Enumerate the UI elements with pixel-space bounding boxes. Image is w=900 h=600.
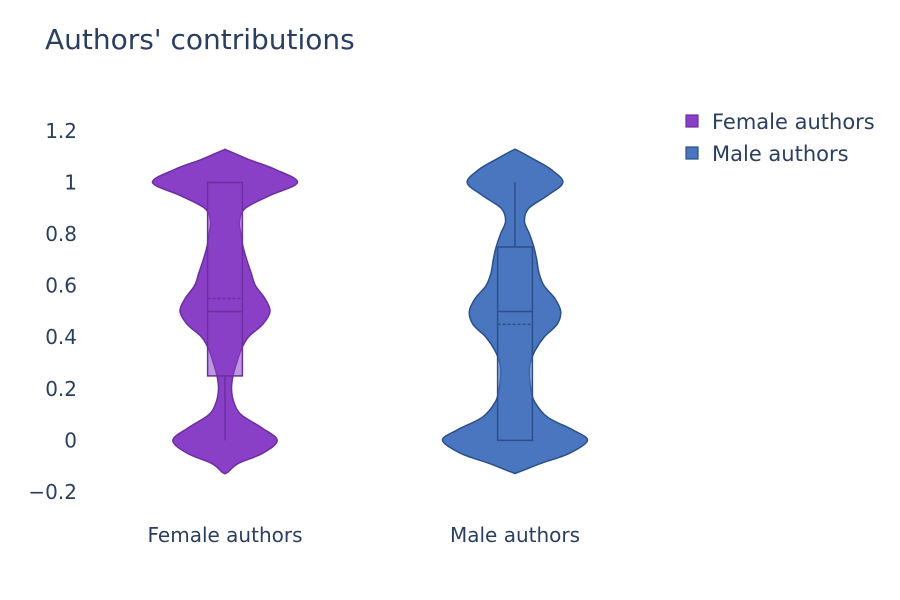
plot-area xyxy=(151,148,589,475)
x-tick-label: Female authors xyxy=(148,523,303,547)
chart-title: Authors' contributions xyxy=(45,23,355,56)
violin-female xyxy=(151,148,299,475)
legend-swatch xyxy=(685,114,699,128)
legend-item[interactable]: Female authors xyxy=(685,110,875,134)
y-tick-label: 1.2 xyxy=(45,119,77,143)
box xyxy=(206,181,244,377)
y-axis: −0.2 0 0.2 0.4 0.6 0.8 1 1.2 xyxy=(28,119,77,504)
legend[interactable]: Female authors Male authors xyxy=(685,110,875,166)
y-tick-label: 0 xyxy=(64,428,77,452)
y-tick-label: 0.4 xyxy=(45,325,77,349)
legend-swatch xyxy=(685,146,699,160)
legend-label: Male authors xyxy=(712,142,849,166)
violin-male xyxy=(441,148,589,475)
y-tick-label: −0.2 xyxy=(28,480,77,504)
box xyxy=(496,246,534,442)
y-tick-label: 0.2 xyxy=(45,377,77,401)
x-axis: Female authors Male authors xyxy=(148,523,581,547)
y-tick-label: 0.6 xyxy=(45,274,77,298)
y-tick-label: 0.8 xyxy=(45,222,77,246)
legend-item[interactable]: Male authors xyxy=(685,142,849,166)
x-tick-label: Male authors xyxy=(450,523,580,547)
y-tick-label: 1 xyxy=(64,171,77,195)
legend-label: Female authors xyxy=(712,110,875,134)
